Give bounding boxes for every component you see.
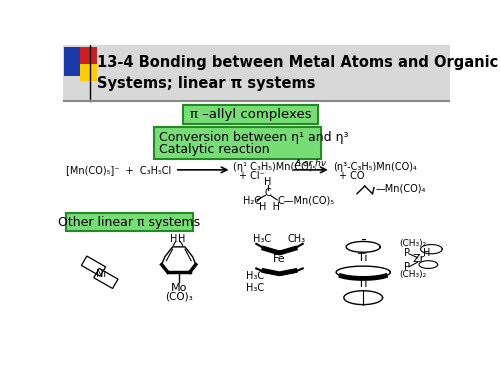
Text: H₃C: H₃C <box>246 284 264 293</box>
Text: Mo: Mo <box>170 284 187 293</box>
Text: P: P <box>404 248 409 258</box>
Text: Other linear π systems: Other linear π systems <box>58 216 201 229</box>
Text: Systems; linear π systems: Systems; linear π systems <box>96 76 315 91</box>
Text: H: H <box>264 177 272 187</box>
Text: —Mn(CO)₄: —Mn(CO)₄ <box>376 183 426 193</box>
Text: C: C <box>264 188 271 198</box>
Text: P: P <box>404 262 409 272</box>
Text: H: H <box>423 248 430 258</box>
Text: CH₃: CH₃ <box>288 234 306 244</box>
Bar <box>182 105 318 124</box>
Text: [Mn(CO)₅]⁻  +  C₃H₅Cl: [Mn(CO)₅]⁻ + C₃H₅Cl <box>66 165 172 175</box>
Text: Conversion between η¹ and η³: Conversion between η¹ and η³ <box>158 131 348 144</box>
Bar <box>64 47 94 76</box>
Text: π –allyl complexes: π –allyl complexes <box>190 108 311 121</box>
Text: Fe: Fe <box>273 254 286 264</box>
Text: Ni: Ni <box>96 269 106 279</box>
Bar <box>154 127 320 159</box>
Text: + CO: + CO <box>339 171 364 181</box>
Text: H: H <box>170 234 178 244</box>
Bar <box>62 45 450 100</box>
Text: C—Mn(CO)₅: C—Mn(CO)₅ <box>278 196 335 206</box>
Text: H₃C: H₃C <box>254 234 272 244</box>
Text: Δ or hν: Δ or hν <box>294 159 326 168</box>
Bar <box>80 47 96 64</box>
Text: H: H <box>178 234 186 244</box>
Text: (CO)₃: (CO)₃ <box>165 291 192 301</box>
Text: 13-4 Bonding between Metal Atoms and Organic π: 13-4 Bonding between Metal Atoms and Org… <box>96 55 500 70</box>
Text: (η³-C₃H₅)Mn(CO)₄: (η³-C₃H₅)Mn(CO)₄ <box>333 162 417 172</box>
Text: H₂C: H₂C <box>242 196 260 206</box>
Text: Catalytic reaction: Catalytic reaction <box>158 143 269 156</box>
Bar <box>66 213 192 232</box>
Bar <box>80 64 96 80</box>
Text: (CH₃)₂: (CH₃)₂ <box>399 239 426 248</box>
Text: Ti: Ti <box>358 279 368 289</box>
Text: H₃C: H₃C <box>246 271 264 281</box>
Text: Ti: Ti <box>358 253 368 264</box>
Text: + Cl⁻: + Cl⁻ <box>239 171 265 181</box>
Text: (η¹ C₃H₅)Mn(CO)₅: (η¹ C₃H₅)Mn(CO)₅ <box>233 162 316 172</box>
Text: Zr: Zr <box>413 254 425 264</box>
Text: (CH₃)₂: (CH₃)₂ <box>399 270 426 279</box>
Text: H  H: H H <box>259 202 280 212</box>
